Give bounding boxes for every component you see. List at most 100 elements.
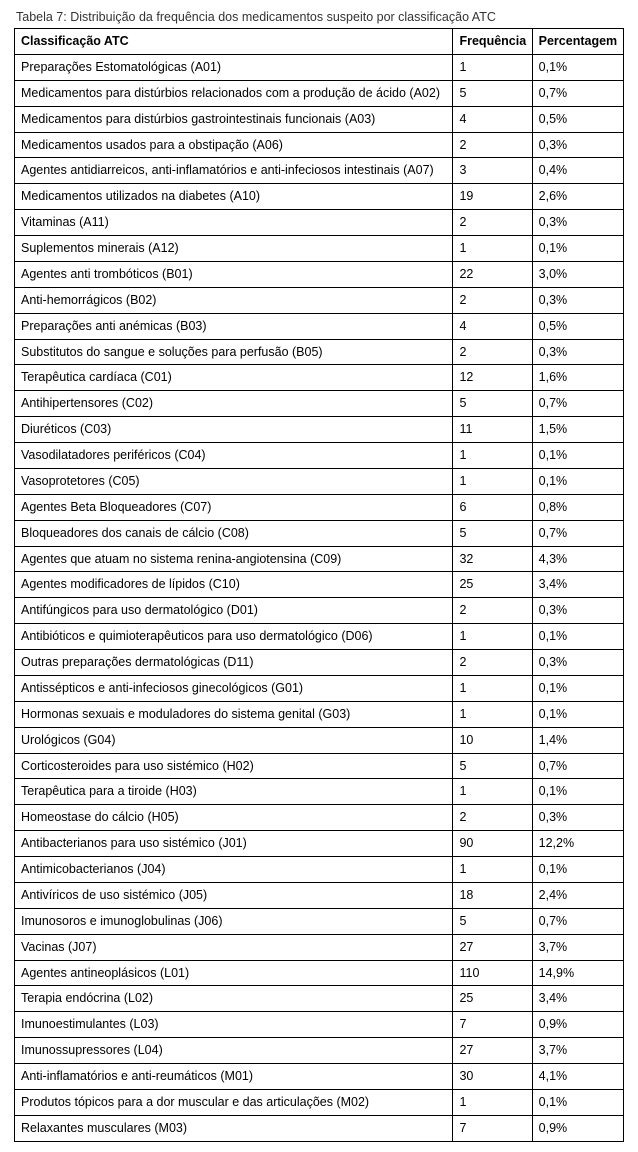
cell-pct: 0,7% — [532, 80, 623, 106]
cell-freq: 12 — [453, 365, 532, 391]
cell-freq: 25 — [453, 986, 532, 1012]
table-row: Medicamentos usados para a obstipação (A… — [15, 132, 624, 158]
cell-pct: 1,6% — [532, 365, 623, 391]
cell-class: Antibióticos e quimioterapêuticos para u… — [15, 624, 453, 650]
table-row: Bloqueadores dos canais de cálcio (C08)5… — [15, 520, 624, 546]
table-caption: Tabela 7: Distribuição da frequência dos… — [16, 10, 624, 24]
table-row: Antivíricos de uso sistémico (J05)182,4% — [15, 882, 624, 908]
cell-pct: 3,4% — [532, 572, 623, 598]
cell-pct: 0,4% — [532, 158, 623, 184]
cell-pct: 0,3% — [532, 805, 623, 831]
cell-freq: 5 — [453, 80, 532, 106]
table-row: Outras preparações dermatológicas (D11)2… — [15, 650, 624, 676]
cell-freq: 19 — [453, 184, 532, 210]
cell-pct: 2,6% — [532, 184, 623, 210]
cell-class: Antissépticos e anti-infeciosos ginecoló… — [15, 675, 453, 701]
cell-pct: 0,3% — [532, 287, 623, 313]
table-row: Corticosteroides para uso sistémico (H02… — [15, 753, 624, 779]
table-row: Agentes Beta Bloqueadores (C07)60,8% — [15, 494, 624, 520]
cell-freq: 18 — [453, 882, 532, 908]
cell-pct: 0,1% — [532, 779, 623, 805]
cell-freq: 5 — [453, 753, 532, 779]
table-row: Antimicobacterianos (J04)10,1% — [15, 857, 624, 883]
cell-pct: 1,5% — [532, 417, 623, 443]
cell-pct: 0,1% — [532, 236, 623, 262]
cell-pct: 0,1% — [532, 443, 623, 469]
cell-freq: 3 — [453, 158, 532, 184]
table-row: Diuréticos (C03)111,5% — [15, 417, 624, 443]
table-row: Medicamentos para distúrbios relacionado… — [15, 80, 624, 106]
table-row: Preparações anti anémicas (B03)40,5% — [15, 313, 624, 339]
atc-frequency-table: Classificação ATC Frequência Percentagem… — [14, 28, 624, 1142]
table-row: Agentes antidiarreicos, anti-inflamatóri… — [15, 158, 624, 184]
cell-freq: 4 — [453, 106, 532, 132]
cell-pct: 4,3% — [532, 546, 623, 572]
cell-freq: 2 — [453, 339, 532, 365]
table-row: Homeostase do cálcio (H05)20,3% — [15, 805, 624, 831]
cell-class: Terapêutica cardíaca (C01) — [15, 365, 453, 391]
cell-class: Antimicobacterianos (J04) — [15, 857, 453, 883]
cell-class: Terapêutica para a tiroide (H03) — [15, 779, 453, 805]
cell-pct: 0,1% — [532, 54, 623, 80]
cell-pct: 0,9% — [532, 1012, 623, 1038]
table-row: Antibacterianos para uso sistémico (J01)… — [15, 831, 624, 857]
table-row: Antibióticos e quimioterapêuticos para u… — [15, 624, 624, 650]
cell-pct: 0,5% — [532, 106, 623, 132]
col-header-class: Classificação ATC — [15, 29, 453, 55]
table-row: Agentes que atuam no sistema renina-angi… — [15, 546, 624, 572]
cell-pct: 0,3% — [532, 650, 623, 676]
cell-pct: 0,1% — [532, 675, 623, 701]
cell-pct: 0,3% — [532, 132, 623, 158]
cell-pct: 0,7% — [532, 908, 623, 934]
cell-class: Outras preparações dermatológicas (D11) — [15, 650, 453, 676]
table-row: Antissépticos e anti-infeciosos ginecoló… — [15, 675, 624, 701]
cell-freq: 25 — [453, 572, 532, 598]
table-row: Anti-inflamatórios e anti-reumáticos (M0… — [15, 1064, 624, 1090]
table-row: Vasoprotetores (C05)10,1% — [15, 468, 624, 494]
cell-class: Imunossupressores (L04) — [15, 1038, 453, 1064]
cell-freq: 7 — [453, 1012, 532, 1038]
cell-freq: 1 — [453, 443, 532, 469]
cell-class: Antihipertensores (C02) — [15, 391, 453, 417]
table-row: Hormonas sexuais e moduladores do sistem… — [15, 701, 624, 727]
cell-freq: 110 — [453, 960, 532, 986]
cell-class: Agentes antidiarreicos, anti-inflamatóri… — [15, 158, 453, 184]
table-row: Imunossupressores (L04)273,7% — [15, 1038, 624, 1064]
cell-class: Homeostase do cálcio (H05) — [15, 805, 453, 831]
cell-class: Medicamentos utilizados na diabetes (A10… — [15, 184, 453, 210]
cell-pct: 0,3% — [532, 210, 623, 236]
cell-freq: 2 — [453, 210, 532, 236]
cell-pct: 3,7% — [532, 1038, 623, 1064]
cell-class: Vasoprotetores (C05) — [15, 468, 453, 494]
cell-freq: 2 — [453, 132, 532, 158]
cell-freq: 10 — [453, 727, 532, 753]
cell-freq: 1 — [453, 468, 532, 494]
table-row: Relaxantes musculares (M03)70,9% — [15, 1115, 624, 1141]
col-header-freq: Frequência — [453, 29, 532, 55]
cell-freq: 7 — [453, 1115, 532, 1141]
cell-pct: 3,7% — [532, 934, 623, 960]
cell-class: Hormonas sexuais e moduladores do sistem… — [15, 701, 453, 727]
cell-pct: 0,1% — [532, 624, 623, 650]
cell-pct: 0,1% — [532, 701, 623, 727]
col-header-pct: Percentagem — [532, 29, 623, 55]
cell-class: Diuréticos (C03) — [15, 417, 453, 443]
cell-class: Medicamentos usados para a obstipação (A… — [15, 132, 453, 158]
cell-freq: 27 — [453, 1038, 532, 1064]
cell-freq: 32 — [453, 546, 532, 572]
table-row: Vitaminas (A11)20,3% — [15, 210, 624, 236]
table-row: Terapia endócrina (L02)253,4% — [15, 986, 624, 1012]
cell-freq: 1 — [453, 779, 532, 805]
table-row: Substitutos do sangue e soluções para pe… — [15, 339, 624, 365]
cell-class: Vasodilatadores periféricos (C04) — [15, 443, 453, 469]
cell-class: Medicamentos para distúrbios relacionado… — [15, 80, 453, 106]
cell-freq: 2 — [453, 598, 532, 624]
cell-class: Agentes antineoplásicos (L01) — [15, 960, 453, 986]
cell-freq: 1 — [453, 857, 532, 883]
cell-pct: 0,7% — [532, 520, 623, 546]
cell-pct: 12,2% — [532, 831, 623, 857]
cell-freq: 1 — [453, 236, 532, 262]
table-row: Imunosoros e imunoglobulinas (J06)50,7% — [15, 908, 624, 934]
table-row: Agentes antineoplásicos (L01)11014,9% — [15, 960, 624, 986]
cell-pct: 0,5% — [532, 313, 623, 339]
